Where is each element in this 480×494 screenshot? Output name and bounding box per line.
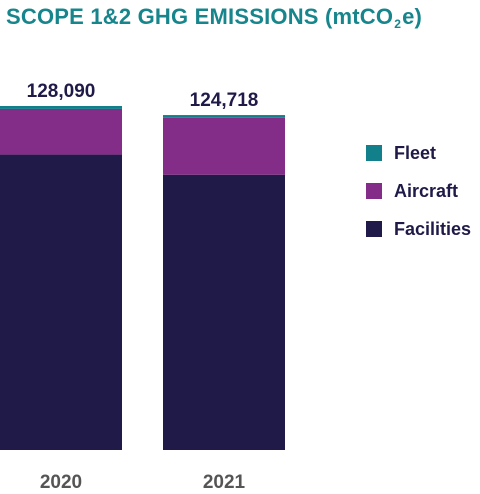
bar-aircraft-2021 <box>163 117 285 175</box>
legend: Fleet Aircraft Facilities <box>366 134 471 248</box>
bar-facilities-2021 <box>163 174 285 451</box>
total-label-2020: 128,090 <box>27 81 96 102</box>
legend-label-fleet: Fleet <box>394 142 437 163</box>
chart-title-subscript: 2 <box>394 17 402 31</box>
bar-facilities-2020 <box>0 154 122 451</box>
bar-fleet-2020 <box>0 106 122 109</box>
legend-item-fleet: Fleet <box>366 134 471 172</box>
legend-swatch-fleet <box>366 145 382 161</box>
legend-label-facilities: Facilities <box>394 218 472 239</box>
x-tick-label-2020: 2020 <box>40 472 82 493</box>
legend-label-aircraft: Aircraft <box>394 180 459 201</box>
chart-title-main: SCOPE 1&2 GHG EMISSIONS (mtCO <box>6 4 394 29</box>
bar-fleet-2021 <box>163 115 285 118</box>
total-label-2021: 124,718 <box>190 90 259 111</box>
legend-item-facilities: Facilities <box>366 210 471 248</box>
chart-title: SCOPE 1&2 GHG EMISSIONS (mtCO2e) <box>6 4 422 31</box>
chart-title-suffix: e) <box>402 4 423 29</box>
legend-item-aircraft: Aircraft <box>366 172 471 210</box>
bar-aircraft-2020 <box>0 108 122 155</box>
legend-swatch-aircraft <box>366 183 382 199</box>
x-tick-label-2021: 2021 <box>203 472 246 493</box>
legend-swatch-facilities <box>366 221 382 237</box>
